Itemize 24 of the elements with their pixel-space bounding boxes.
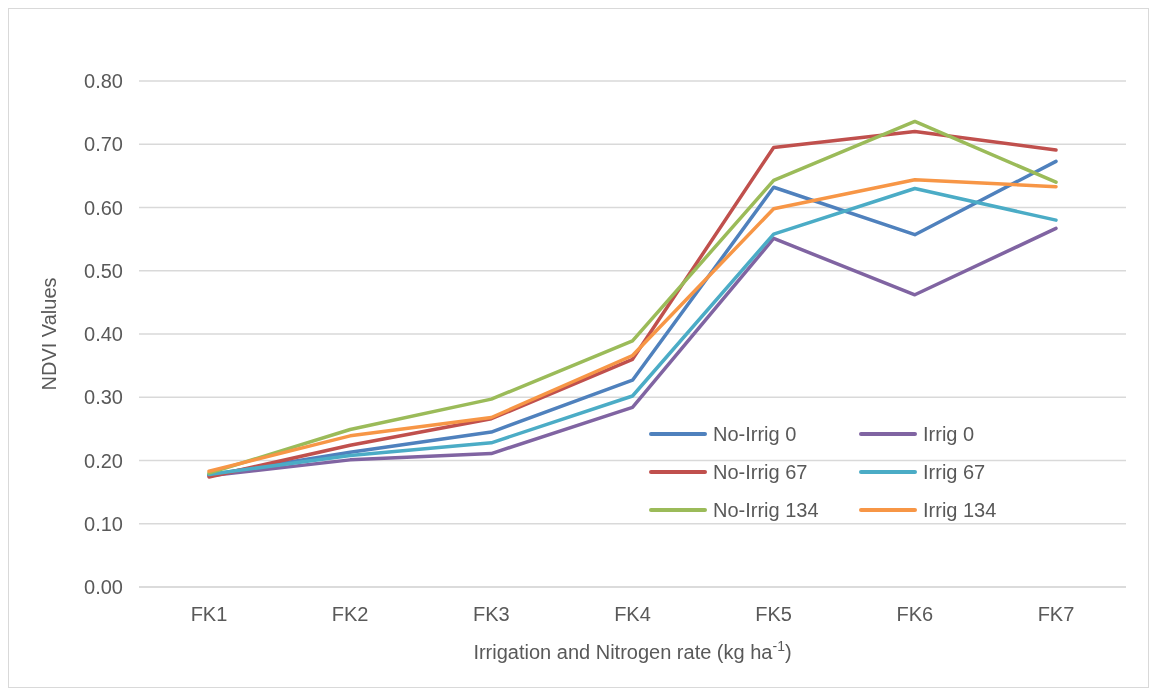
legend-label: No-Irrig 134: [713, 498, 819, 522]
legend-label: Irrig 67: [923, 460, 986, 484]
y-tick-label: 0.30: [84, 386, 123, 409]
legend-label: Irrig 134: [923, 498, 997, 522]
x-tick-label: FK3: [472, 603, 510, 626]
x-tick-label: FK6: [896, 603, 934, 626]
y-tick-label: 0.80: [84, 70, 123, 93]
y-tick-label: 0.20: [84, 449, 123, 472]
y-tick-label: 0.00: [84, 576, 123, 599]
y-tick-label: 0.10: [84, 512, 123, 535]
x-tick-label: FK2: [331, 603, 369, 626]
x-axis-title: Irrigation and Nitrogen rate (kg ha$^{-1}$): [473, 638, 792, 663]
x-tick-label: FK4: [614, 603, 651, 626]
y-tick-label: 0.60: [84, 196, 123, 219]
legend-label: No-Irrig 67: [713, 460, 808, 484]
y-tick-label: 0.40: [84, 323, 123, 346]
x-tick-label: FK1: [190, 603, 228, 626]
x-tick-label: FK5: [755, 603, 793, 626]
legend-label: No-Irrig 0: [713, 422, 797, 446]
x-tick-label: FK7: [1037, 603, 1075, 626]
y-axis-title: NDVI Values: [38, 277, 61, 391]
legend-label: Irrig 0: [923, 422, 975, 446]
y-tick-label: 0.50: [84, 259, 123, 282]
y-tick-label: 0.70: [84, 133, 123, 156]
